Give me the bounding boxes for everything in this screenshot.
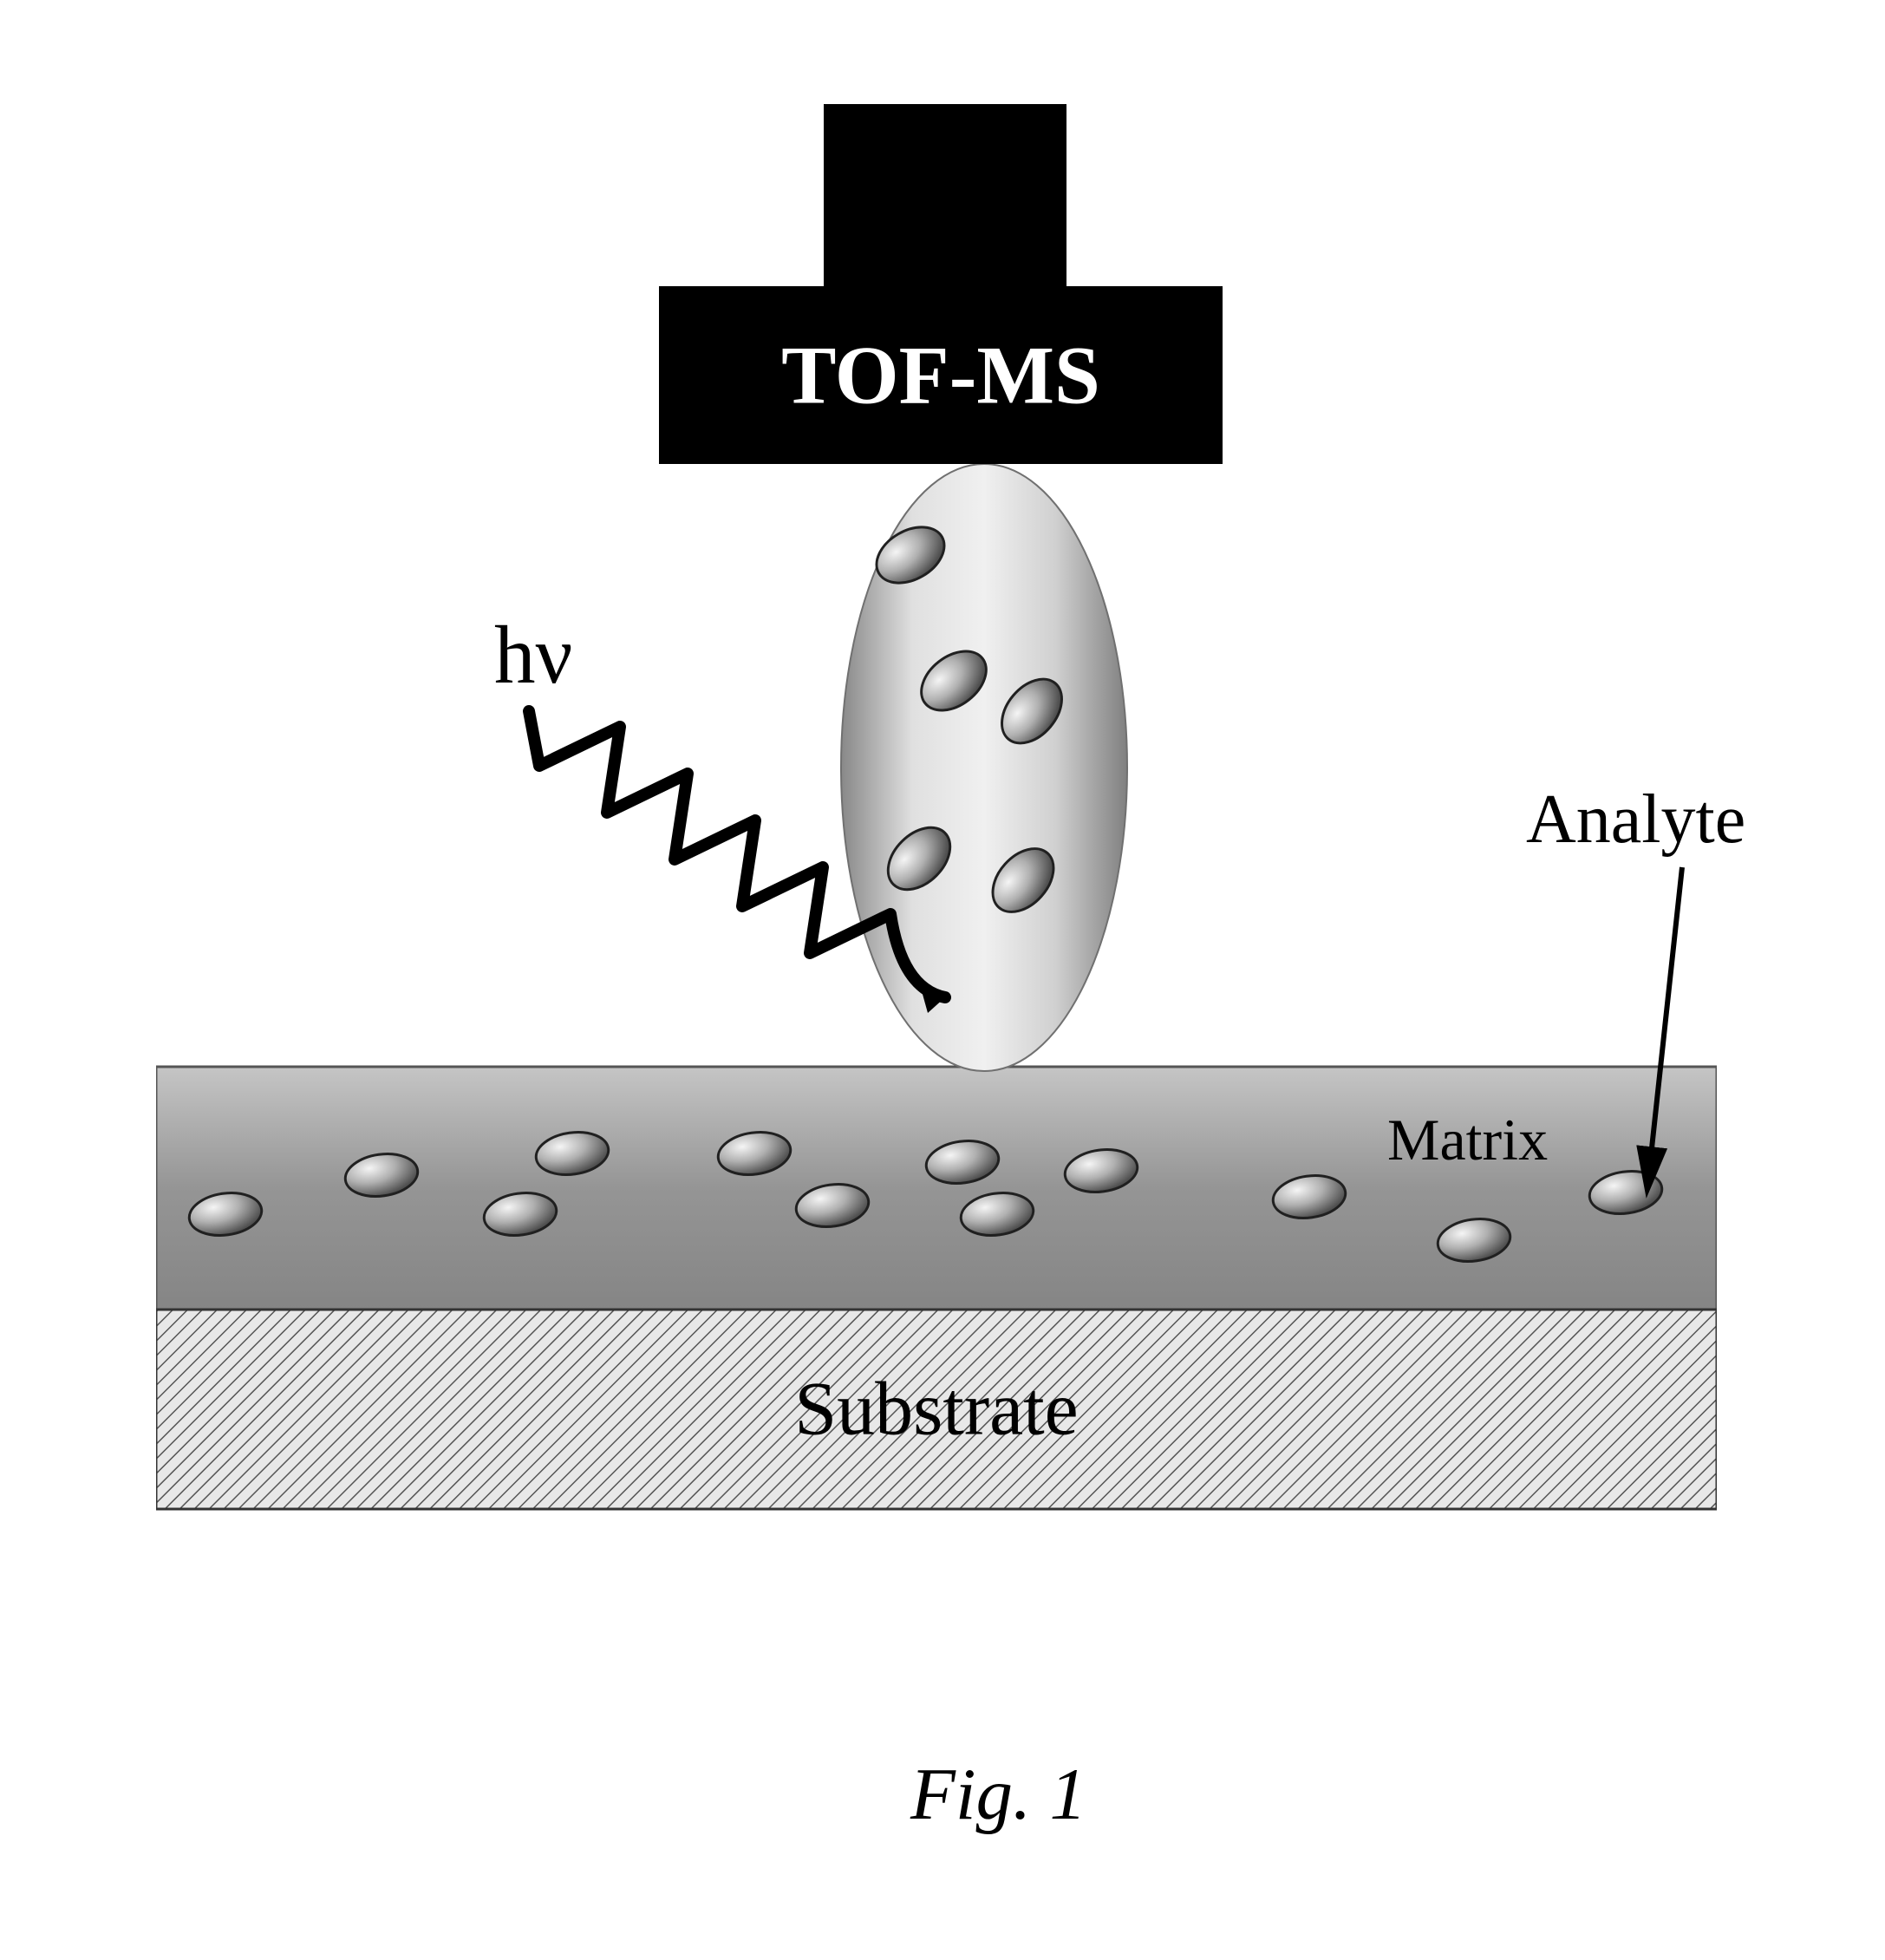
figure-caption: Fig. 1 (910, 1752, 1086, 1837)
detector-label: TOF-MS (781, 330, 1100, 421)
analyte-callout-label: Analyte (1526, 781, 1745, 859)
photon-label-text: hν (494, 609, 572, 701)
detector-top-block (824, 104, 1066, 286)
photon-label: hν (494, 607, 572, 702)
diagram-svg: TOF-MS Substrate (156, 104, 1717, 1578)
substrate-label: Substrate (794, 1368, 1079, 1452)
figure-caption-text: Fig. 1 (910, 1754, 1086, 1835)
analyte-callout-text: Analyte (1526, 781, 1745, 858)
maldi-diagram: TOF-MS Substrate hν Analyte Matrix (156, 104, 1717, 1578)
matrix-label: Matrix (1387, 1106, 1548, 1174)
matrix-label-text: Matrix (1387, 1107, 1548, 1173)
